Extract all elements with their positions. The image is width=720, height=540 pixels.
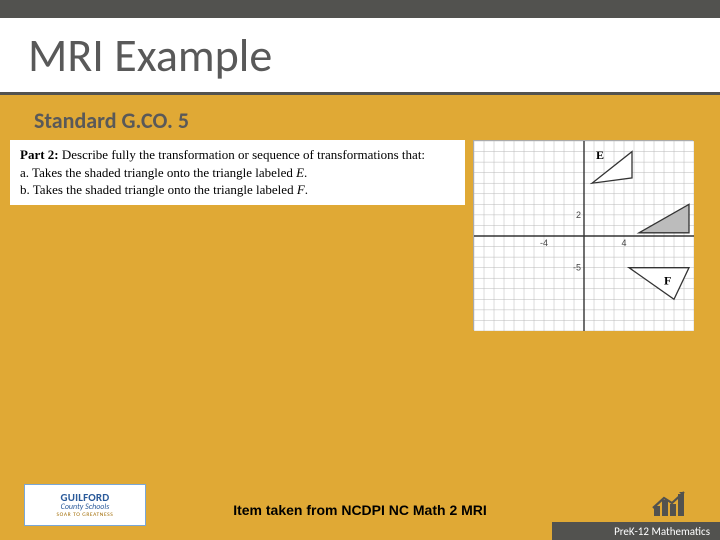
svg-text:E: E [596,148,604,162]
standard-label: Standard G.CO. 5 [0,95,720,140]
graph-svg: -4 4 -5 2 E F [474,141,694,331]
footer-label: PreK-12 Mathematics [614,525,710,538]
content-row: Part 2: Describe fully the transformatio… [0,140,720,330]
top-accent-bar [0,0,720,18]
part-label: Part 2: [20,147,59,162]
question-item-b: b. Takes the shaded triangle onto the tr… [20,181,455,199]
guilford-logo: GUILFORD County Schools SOAR TO GREATNES… [24,484,146,526]
question-intro-text: Describe fully the transformation or seq… [59,147,425,162]
chart-icon [650,488,690,518]
logo-tagline: SOAR TO GREATNESS [57,513,114,519]
footer: GUILFORD County Schools SOAR TO GREATNES… [0,470,720,540]
question-box: Part 2: Describe fully the transformatio… [10,140,465,205]
svg-text:F: F [664,274,671,288]
svg-text:-5: -5 [573,263,581,273]
credit-text: Item taken from NCDPI NC Math 2 MRI [233,502,487,518]
question-item-a: a. Takes the shaded triangle onto the tr… [20,164,455,182]
footer-strip: PreK-12 Mathematics [552,522,720,540]
svg-text:2: 2 [576,210,581,220]
label-F: F [297,182,305,197]
coordinate-graph: -4 4 -5 2 E F [473,140,693,330]
slide-title: MRI Example [0,18,720,95]
svg-text:-4: -4 [540,238,548,248]
logo-line2: County Schools [61,503,110,511]
question-intro: Part 2: Describe fully the transformatio… [20,146,455,164]
label-E: E [296,165,304,180]
svg-text:4: 4 [621,238,626,248]
